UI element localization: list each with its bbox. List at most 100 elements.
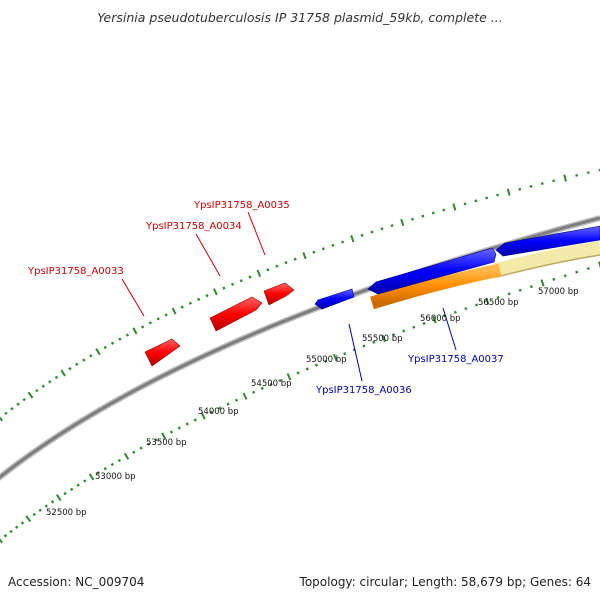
plasmid-backbone bbox=[0, 215, 600, 481]
outer-tick bbox=[321, 247, 325, 251]
inner-tick bbox=[139, 446, 143, 450]
inner-tick bbox=[540, 279, 545, 287]
outer-tick bbox=[452, 203, 457, 211]
inner-tick bbox=[496, 296, 500, 300]
inner-tick bbox=[88, 473, 95, 481]
inner-tick bbox=[161, 432, 167, 440]
outer-tick bbox=[485, 196, 489, 200]
gene-arrow-A0034[interactable] bbox=[209, 296, 263, 332]
outer-tick bbox=[75, 362, 79, 366]
inner-tick bbox=[563, 274, 567, 278]
inner-tick bbox=[226, 402, 230, 406]
outer-tick bbox=[140, 325, 145, 329]
inner-tick bbox=[314, 363, 319, 367]
inner-tick bbox=[412, 325, 416, 329]
gene-label-A0037[interactable]: YpsIP31758_A0037 bbox=[407, 354, 504, 365]
inner-tick bbox=[269, 382, 273, 387]
outer-tick bbox=[205, 294, 209, 298]
orange-feature bbox=[370, 263, 502, 310]
scale-label-54500: 54500 bp bbox=[251, 379, 292, 389]
outer-tick bbox=[118, 337, 122, 341]
gene-label-A0036[interactable]: YpsIP31758_A0036 bbox=[315, 385, 412, 396]
inner-tick bbox=[69, 487, 74, 491]
gene-label-A0035[interactable]: YpsIP31758_A0035 bbox=[193, 200, 290, 211]
leader-A0033 bbox=[121, 278, 145, 317]
inner-tick bbox=[32, 512, 36, 517]
outer-tick bbox=[222, 286, 226, 290]
inner-tick bbox=[432, 316, 437, 324]
outer-tick bbox=[410, 217, 415, 221]
outer-tick bbox=[22, 397, 26, 402]
inner-tick bbox=[44, 504, 48, 508]
inner-tick bbox=[76, 483, 80, 487]
outer-tick bbox=[563, 174, 567, 182]
inner-tick bbox=[0, 538, 3, 544]
topology-summary: Topology: circular; Length: 58,679 bp; G… bbox=[299, 575, 591, 589]
inner-tick bbox=[185, 422, 189, 426]
outer-tick bbox=[293, 257, 297, 261]
inner-tick bbox=[296, 371, 300, 375]
inner-tick bbox=[372, 340, 376, 344]
gene-label-A0033[interactable]: YpsIP31758_A0033 bbox=[27, 266, 124, 277]
gene-label-A0034[interactable]: YpsIP31758_A0034 bbox=[145, 221, 242, 232]
inner-tick bbox=[117, 458, 121, 463]
outer-tick bbox=[496, 193, 500, 197]
gene-arrow-A0037[interactable] bbox=[367, 247, 497, 295]
inner-tick bbox=[324, 359, 328, 363]
scale-label-53500: 53500 bp bbox=[146, 438, 187, 448]
scale-label-54000: 54000 bp bbox=[198, 407, 239, 417]
inner-tick-ring bbox=[0, 261, 600, 544]
inner-tick bbox=[552, 277, 556, 281]
outer-tick bbox=[302, 252, 307, 260]
leader-A0034 bbox=[195, 233, 221, 277]
inner-tick bbox=[252, 390, 256, 394]
inner-tick bbox=[443, 314, 447, 318]
gene-arrow-A0035[interactable] bbox=[263, 282, 295, 306]
outer-tick bbox=[82, 358, 86, 362]
outer-tick bbox=[180, 305, 184, 309]
outer-tick bbox=[164, 313, 168, 317]
scale-label-53000: 53000 bp bbox=[95, 472, 136, 482]
outer-tick bbox=[68, 366, 72, 371]
gene-arrow-A0036[interactable] bbox=[314, 288, 355, 310]
outer-tick bbox=[156, 317, 160, 321]
outer-tick bbox=[148, 321, 152, 325]
inner-tick bbox=[83, 479, 87, 483]
inner-tick bbox=[402, 329, 406, 333]
outer-tick bbox=[41, 384, 45, 388]
outer-tick bbox=[213, 288, 218, 296]
inner-tick bbox=[193, 418, 197, 422]
outer-tick bbox=[529, 184, 533, 188]
scale-label-56000: 56000 bp bbox=[420, 314, 461, 324]
outer-tick bbox=[586, 171, 590, 175]
outer-tick bbox=[188, 301, 192, 305]
outer-tick bbox=[540, 182, 544, 186]
outer-tick bbox=[350, 234, 355, 243]
outer-tick bbox=[275, 264, 279, 268]
outer-tick bbox=[370, 230, 374, 234]
inner-tick bbox=[453, 310, 457, 314]
outer-tick bbox=[125, 333, 130, 337]
inner-tick bbox=[146, 442, 151, 446]
outer-tick bbox=[0, 416, 3, 422]
inner-tick bbox=[38, 508, 42, 512]
inner-tick bbox=[55, 494, 62, 502]
gene-arrow-A0033[interactable] bbox=[144, 338, 181, 367]
inner-tick bbox=[9, 529, 13, 534]
inner-tick bbox=[598, 261, 600, 269]
inner-tick bbox=[234, 398, 239, 402]
gene-arrow-next[interactable] bbox=[495, 225, 600, 257]
outer-tick bbox=[60, 369, 66, 377]
pale-feature-band bbox=[495, 241, 600, 277]
inner-tick bbox=[422, 321, 426, 325]
inner-tick bbox=[343, 352, 347, 356]
outer-tick bbox=[360, 233, 364, 237]
inner-tick bbox=[286, 373, 292, 381]
outer-tick bbox=[431, 211, 435, 215]
outer-tick bbox=[390, 224, 394, 228]
scale-label-55500: 55500 bp bbox=[362, 334, 403, 344]
inner-tick bbox=[110, 462, 114, 467]
outer-tick bbox=[421, 214, 425, 218]
inner-tick bbox=[200, 412, 206, 420]
outer-tick bbox=[474, 199, 478, 203]
